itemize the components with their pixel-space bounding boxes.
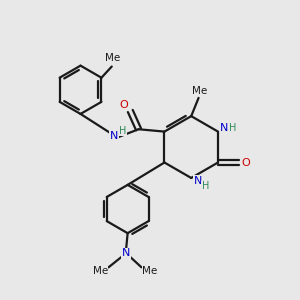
Text: H: H [202,181,209,191]
Text: Me: Me [142,266,158,276]
Text: N: N [220,123,229,133]
Text: H: H [119,126,126,136]
Text: Me: Me [191,85,207,95]
Text: N: N [110,131,118,141]
Text: Me: Me [105,53,121,63]
Text: H: H [229,123,236,133]
Text: O: O [241,158,250,167]
Text: N: N [194,176,202,186]
Text: N: N [122,248,130,258]
Text: O: O [119,100,128,110]
Text: Me: Me [93,266,108,276]
